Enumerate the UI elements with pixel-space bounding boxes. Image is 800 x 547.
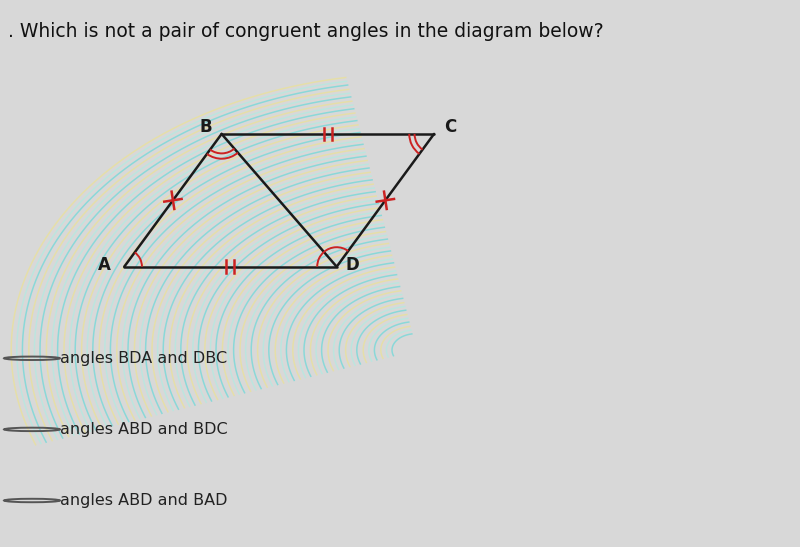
Text: B: B: [199, 118, 212, 136]
Text: D: D: [346, 256, 359, 274]
Text: C: C: [444, 118, 456, 136]
Text: angles ABD and BDC: angles ABD and BDC: [60, 422, 228, 437]
Text: angles ABD and BAD: angles ABD and BAD: [60, 493, 227, 508]
Text: angles BDA and DBC: angles BDA and DBC: [60, 351, 227, 366]
Text: . Which is not a pair of congruent angles in the diagram below?: . Which is not a pair of congruent angle…: [8, 22, 604, 41]
Text: A: A: [98, 256, 111, 274]
